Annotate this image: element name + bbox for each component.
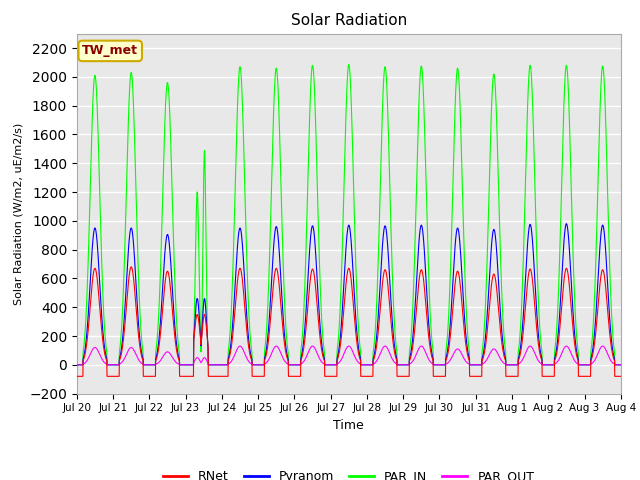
Y-axis label: Solar Radiation (W/m2, uE/m2/s): Solar Radiation (W/m2, uE/m2/s) — [13, 122, 24, 305]
Title: Solar Radiation: Solar Radiation — [291, 13, 407, 28]
Text: TW_met: TW_met — [82, 44, 138, 58]
Legend: RNet, Pyranom, PAR_IN, PAR_OUT: RNet, Pyranom, PAR_IN, PAR_OUT — [158, 465, 540, 480]
X-axis label: Time: Time — [333, 419, 364, 432]
